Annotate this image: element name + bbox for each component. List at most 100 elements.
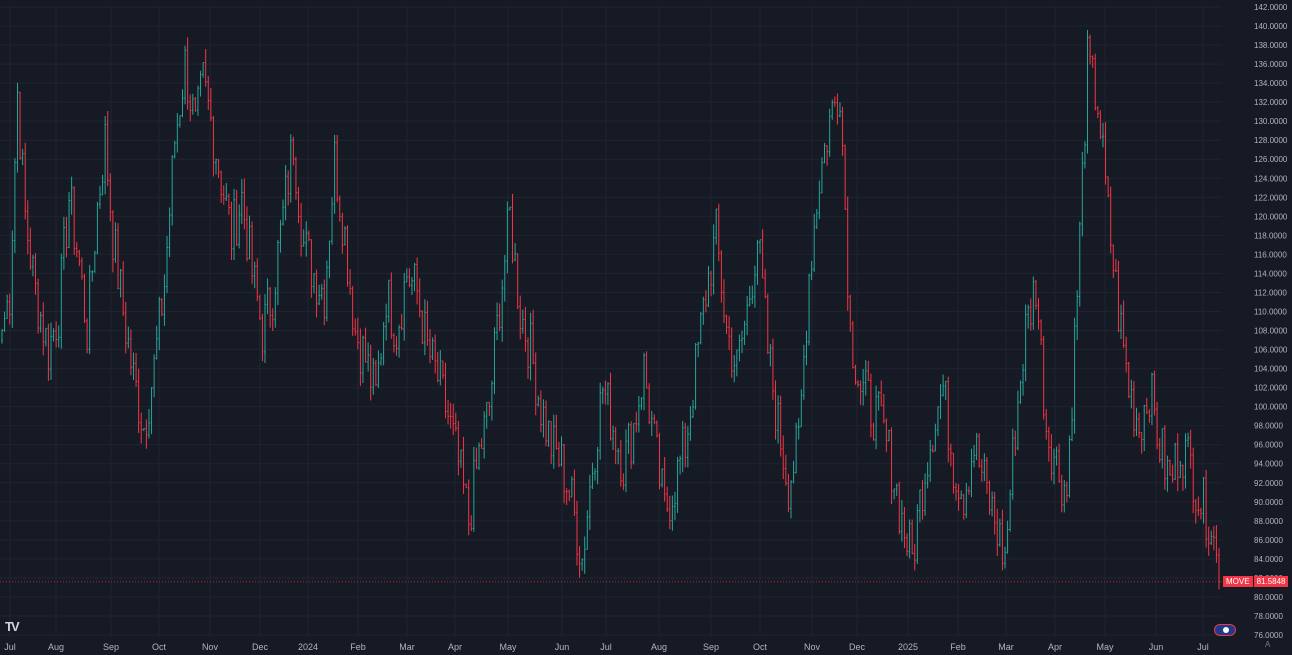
ohlc-bar [385,303,388,341]
ohlc-bar [1083,141,1086,169]
ohlc-bar [478,442,481,470]
ohlc-bar [331,197,334,245]
ohlc-bar [248,215,251,260]
x-tick-label: Oct [753,642,768,652]
ohlc-bar [1063,479,1066,513]
ohlc-bar [19,91,22,160]
ohlc-bar [266,278,269,315]
ohlc-bar [235,189,238,246]
us-flag-icon[interactable] [1214,624,1236,636]
ohlc-bar [694,343,697,410]
ohlc-bar [800,389,803,428]
ohlc-bar [426,300,429,346]
ohlc-bar [444,362,447,419]
ohlc-bar [145,419,148,449]
ohlc-bar [612,425,615,451]
ohlc-bar [635,411,638,433]
ohlc-bar [8,293,11,325]
y-tick-label: 140.0000 [1254,22,1288,31]
ohlc-bar [1068,435,1071,498]
ohlc-bar [320,283,323,300]
ohlc-bar [475,447,478,469]
tradingview-logo-icon[interactable]: TV [5,619,20,634]
ohlc-bar [931,444,934,453]
x-tick-label: Aug [48,642,64,652]
ohlc-bar [140,412,143,444]
price-axis[interactable]: 142.0000 140.0000 138.0000 136.0000 134.0000… [1254,3,1288,640]
ohlc-bar [31,254,34,277]
ohlc-bar [560,436,563,467]
ohlc-bar [808,273,811,346]
ohlc-bar [37,278,40,334]
ohlc-bar [526,337,529,379]
ohlc-bar [189,94,192,122]
ohlc-bar [658,433,661,490]
x-tick-label: Nov [202,642,219,652]
time-axis[interactable]: Jul Aug Sep Oct Nov Dec 2024 Feb Mar Apr May Jun Jul… [4,642,1209,652]
ohlc-bar [70,176,73,215]
ohlc-bar [1174,442,1177,480]
ohlc-bar [1107,176,1110,198]
ohlc-bar [887,429,890,442]
ohlc-bar [217,158,220,179]
auto-scale-icon[interactable]: A [1265,640,1271,649]
ohlc-bar [717,203,720,262]
ohlc-bar [784,454,787,486]
ohlc-bar [532,309,535,365]
ohlc-bar [173,140,176,159]
ohlc-bar [738,334,741,362]
ohlc-bar [127,326,130,349]
ohlc-bar [792,460,795,484]
ohlc-bar [318,284,321,306]
ohlc-bar [645,351,648,389]
ohlc-bar [846,196,849,311]
last-price-label: 81.5848 [1253,576,1289,587]
ohlc-bar [1197,496,1200,517]
y-tick-label: 88.0000 [1254,517,1283,526]
ohlc-bar [1050,434,1053,481]
ohlc-bar [222,185,225,205]
ohlc-bar [735,349,738,377]
ohlc-bar [325,260,328,322]
ohlc-bar [960,490,963,500]
ohlc-bar [287,170,290,206]
y-tick-label: 122.0000 [1254,193,1288,202]
ohlc-bar [312,273,315,294]
ohlc-bar [1158,438,1161,463]
ohlc-bar [653,414,656,425]
ohlc-bar [537,395,540,407]
ohlc-bar [256,258,259,302]
ohlc-bar [594,468,597,481]
ohlc-bar [913,543,916,571]
ohlc-bar [991,491,994,517]
ohlc-bar [408,268,411,288]
x-tick-label: Apr [1048,642,1062,652]
x-tick-label: Jun [1149,642,1164,652]
ohlc-bar [581,558,584,571]
ohlc-bar [1114,258,1117,272]
ohlc-bar [83,273,86,323]
ohlc-bar [1006,520,1009,554]
ohlc-bar [1019,380,1022,404]
ohlc-bar [220,170,223,203]
ohlc-bar [405,268,408,283]
ohlc-bar [1047,426,1050,462]
ohlc-bar [740,330,743,354]
ohlc-bar [449,402,452,429]
x-tick-label: Dec [849,642,866,652]
ohlc-bar [202,62,205,78]
ohlc-bar [944,380,947,401]
ohlc-bar [947,376,950,463]
ohlc-bar [160,297,163,317]
x-tick-label: Nov [804,642,821,652]
ohlc-bar [199,70,202,97]
ohlc-bar [1150,372,1153,426]
ohlc-bar [1156,401,1159,450]
ohlc-bar [135,353,138,387]
y-tick-label: 130.0000 [1254,117,1288,126]
ohlc-bar [862,368,865,406]
ohlc-bar [91,270,94,282]
y-tick-label: 98.0000 [1254,422,1283,431]
ohlc-bar [985,456,988,494]
ohlc-bar [39,311,42,333]
